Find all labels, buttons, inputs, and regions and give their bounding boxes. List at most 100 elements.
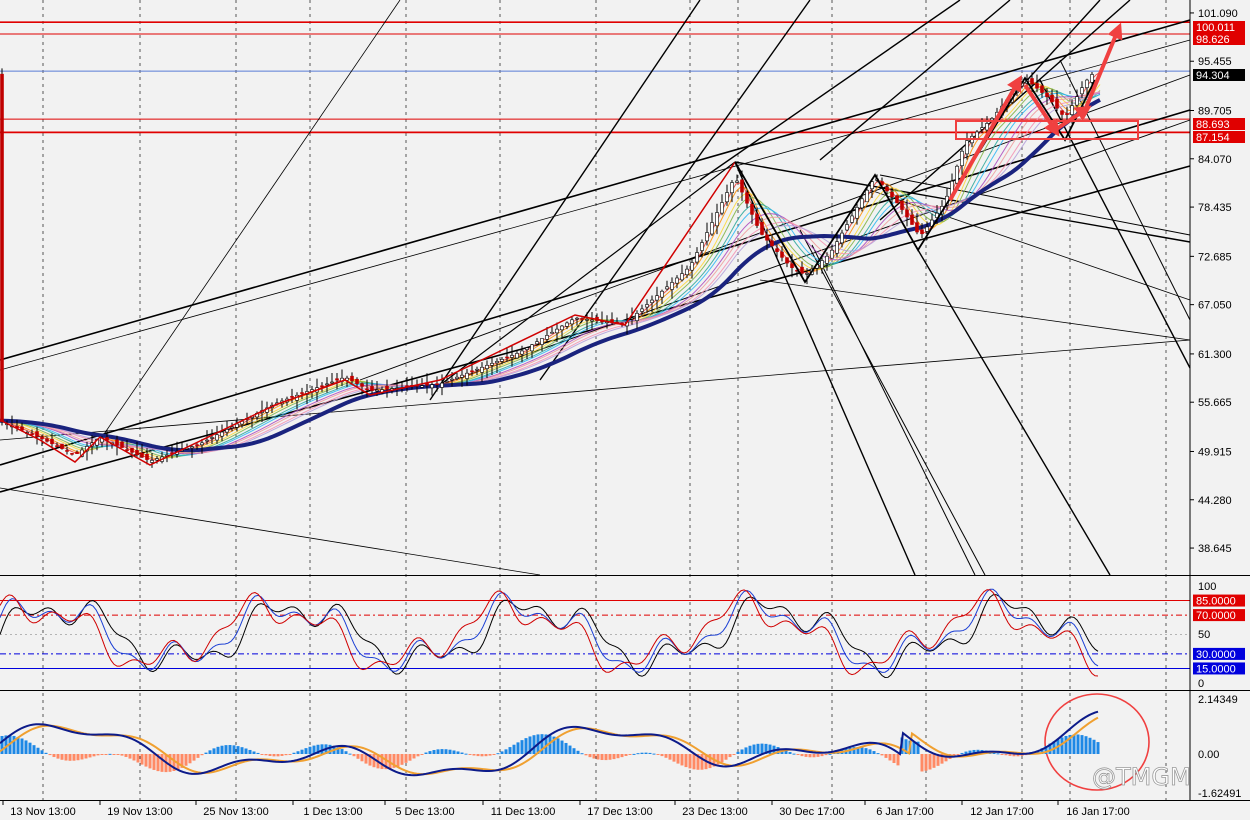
- candle-body: [725, 192, 729, 203]
- macd-histogram-bar: [112, 754, 116, 755]
- macd-histogram-bar: [272, 754, 276, 757]
- macd-histogram-bar: [860, 747, 864, 754]
- macd-histogram-bar: [768, 744, 772, 754]
- candle-body: [790, 263, 794, 268]
- trendline: [811, 244, 976, 576]
- candle-body: [705, 232, 709, 242]
- trendline: [1039, 79, 1191, 369]
- y-tick-label: 89.705: [1198, 106, 1232, 118]
- macd-histogram-bar: [740, 749, 744, 754]
- candle-body: [830, 249, 834, 259]
- candle-body: [330, 381, 334, 384]
- macd-histogram-bar: [652, 753, 656, 755]
- macd-histogram-bar: [268, 754, 272, 756]
- macd-histogram-bar: [0, 735, 4, 754]
- macd-histogram-bar: [412, 754, 416, 759]
- macd-histogram-bar: [572, 748, 576, 754]
- macd-histogram-bar: [604, 754, 608, 761]
- candle-body: [0, 73, 4, 422]
- candle-body: [290, 396, 294, 398]
- candle-body: [720, 202, 724, 214]
- macd-histogram-bar: [264, 754, 268, 756]
- candle-body: [960, 150, 964, 166]
- price-tag: [1193, 118, 1245, 130]
- macd-histogram-bar: [20, 738, 24, 754]
- macd-histogram-bar: [296, 751, 300, 754]
- x-tick-label: 13 Nov 13:00: [10, 806, 75, 818]
- macd-histogram-bar: [680, 754, 684, 766]
- macd-histogram-bar: [576, 750, 580, 754]
- candle-body: [735, 180, 739, 183]
- candle-body: [445, 380, 449, 383]
- macd-panel: 2.14349 0.00 -1.62491: [0, 694, 1241, 800]
- candle-body: [1090, 74, 1094, 83]
- macd-histogram-bar: [732, 754, 736, 755]
- macd-histogram-bar: [668, 754, 672, 760]
- stoch-level-label: 85.0000: [1196, 596, 1236, 608]
- macd-tick-label: -1.62491: [1198, 788, 1241, 800]
- macd-histogram-bar: [688, 754, 692, 769]
- candle-body: [640, 308, 644, 312]
- macd-histogram-bar: [792, 753, 796, 755]
- macd-tick-label: 2.14349: [1198, 694, 1238, 706]
- candle-body: [475, 368, 479, 371]
- trendline: [799, 229, 986, 576]
- macd-histogram-bar: [380, 754, 384, 770]
- macd-histogram-bar: [436, 749, 440, 754]
- macd-histogram-bar: [364, 754, 368, 764]
- candle-body: [895, 195, 899, 204]
- macd-histogram-bar: [280, 754, 284, 756]
- macd-histogram-bar: [1004, 754, 1008, 756]
- candle-body: [1055, 98, 1059, 109]
- macd-histogram-bar: [148, 754, 152, 769]
- candle-body: [60, 443, 64, 449]
- macd-histogram-bar: [880, 754, 884, 756]
- candle-body: [385, 386, 389, 390]
- candle-body: [730, 182, 734, 194]
- trendline: [429, 0, 701, 401]
- ma-line: [0, 92, 1101, 455]
- y-tick-label: 55.665: [1198, 397, 1232, 409]
- macd-histogram-bar: [588, 754, 592, 758]
- macd-histogram-bar: [168, 754, 172, 772]
- candle-body: [515, 353, 519, 359]
- macd-histogram-bar: [996, 753, 1000, 755]
- macd-histogram-bar: [640, 752, 644, 754]
- candle-body: [740, 179, 744, 193]
- macd-histogram-bar: [940, 754, 944, 764]
- candle-body: [70, 453, 74, 455]
- macd-histogram-bar: [856, 747, 860, 754]
- macd-histogram-bar: [292, 752, 296, 754]
- candle-body: [565, 322, 569, 327]
- stoch-tick-label: 50: [1198, 629, 1210, 641]
- macd-histogram-bar: [440, 749, 444, 754]
- price-tag-label: 98.626: [1196, 34, 1230, 46]
- trendline: [0, 109, 1191, 466]
- candle-body: [520, 350, 524, 355]
- macd-histogram-bar: [532, 735, 536, 754]
- macd-histogram-bar: [1016, 754, 1020, 757]
- candle-body: [370, 386, 374, 391]
- candle-body: [985, 123, 989, 131]
- macd-histogram-bar: [172, 754, 176, 772]
- candle-body: [1080, 87, 1084, 95]
- y-tick-label: 101.090: [1198, 8, 1238, 20]
- macd-histogram-bar: [344, 751, 348, 754]
- stoch-level-tag: [1193, 647, 1245, 660]
- macd-histogram-bar: [1092, 739, 1096, 754]
- macd-histogram-bar: [84, 754, 88, 759]
- y-tick-label: 44.280: [1198, 495, 1232, 507]
- candle-body: [30, 433, 34, 436]
- ma-line: [0, 92, 1101, 456]
- candle-body: [760, 221, 764, 235]
- macd-histogram-bar: [276, 754, 280, 757]
- macd-histogram-bar: [760, 743, 764, 754]
- stoch-line: [0, 589, 1099, 677]
- candle-body: [75, 451, 79, 454]
- macd-histogram-bar: [132, 754, 136, 761]
- macd-histogram-bar: [736, 751, 740, 754]
- candle-body: [870, 181, 874, 190]
- price-tag: [1193, 69, 1245, 81]
- watermark: @TMGM: [1092, 763, 1191, 792]
